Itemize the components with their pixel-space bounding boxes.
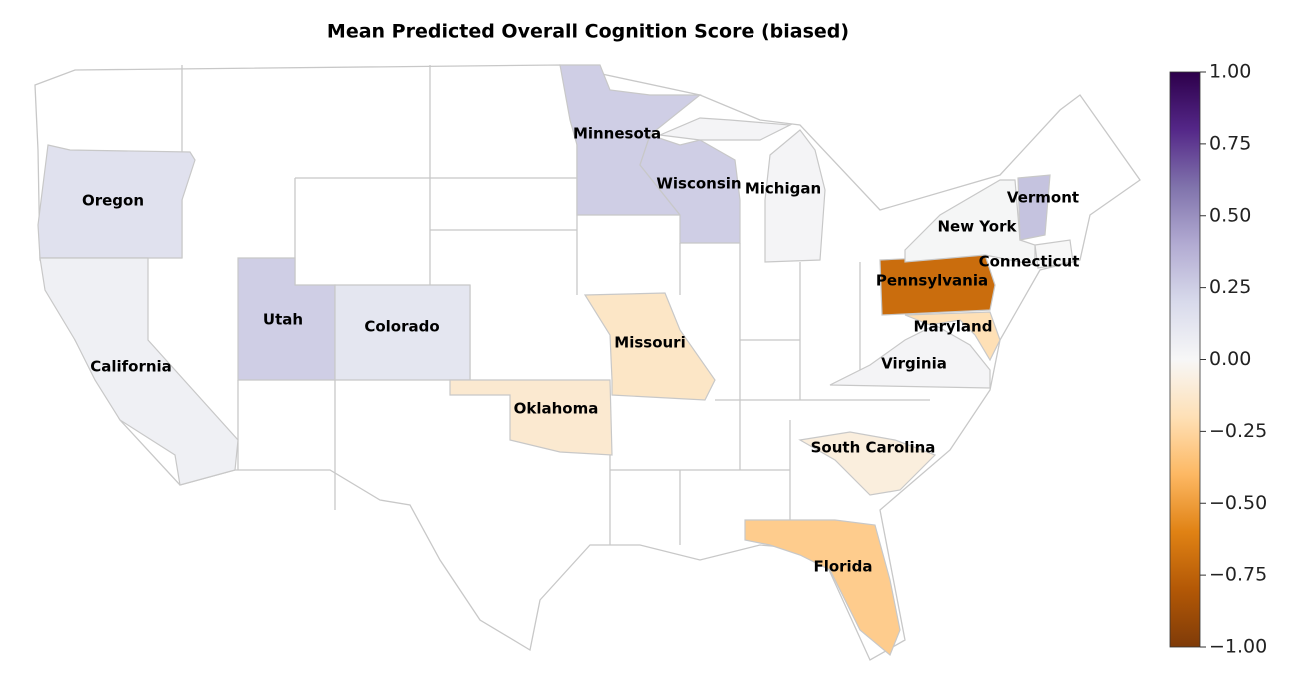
colorbar [1169,71,1201,648]
state-label: Oregon [82,192,144,210]
chart-title: Mean Predicted Overall Cognition Score (… [327,21,849,43]
state-labels: Oregon California Utah Colorado Minnesota Wis… [82,125,1079,576]
state-region [1034,239,1074,269]
state-region [583,292,716,401]
colorbar-tick-label: 0.75 [1209,132,1251,154]
state-region [657,117,826,263]
state-label: Utah [263,311,303,329]
state-region [829,324,991,389]
state-region [1017,174,1051,241]
colorbar-tick-label: 0.25 [1209,276,1251,298]
colorbar-tick-label: −0.75 [1209,564,1267,586]
colorbar-ticks: 1.00 0.75 0.50 0.25 0.00 −0.25 −0.50 −0.75 −1.00 [1200,61,1267,658]
colorbar-tick-label: −1.00 [1209,636,1267,658]
state-region [39,257,239,486]
state-label: Oklahoma [514,400,599,418]
state-region [904,179,1036,266]
colorbar-tick-label: 1.00 [1209,61,1251,83]
state-label: Florida [813,558,872,576]
colorbar-tick-label: 0.00 [1209,348,1251,370]
state-label: Virginia [881,355,947,373]
state-label: New York [938,218,1018,236]
state-label: Missouri [614,334,685,352]
colorbar-tick-label: −0.25 [1209,420,1267,442]
colorbar-tick-label: −0.50 [1209,492,1267,514]
state-label: Wisconsin [656,175,741,193]
state-label: Minnesota [573,125,661,143]
states [37,64,1074,656]
state-label: Connecticut [979,253,1080,271]
state-label: Michigan [745,180,821,198]
state-region [449,379,613,456]
state-region [744,519,901,656]
state-label: Vermont [1007,189,1079,207]
state-label: California [90,358,172,376]
state-region [37,144,196,259]
state-label: Maryland [914,318,993,336]
state-label: South Carolina [811,439,936,457]
state-label: Pennsylvania [876,272,988,290]
colorbar-tick-label: 0.50 [1209,204,1251,226]
state-region [904,311,1001,362]
state-region [798,431,937,496]
state-label: Colorado [364,318,439,336]
state-region [639,134,741,244]
